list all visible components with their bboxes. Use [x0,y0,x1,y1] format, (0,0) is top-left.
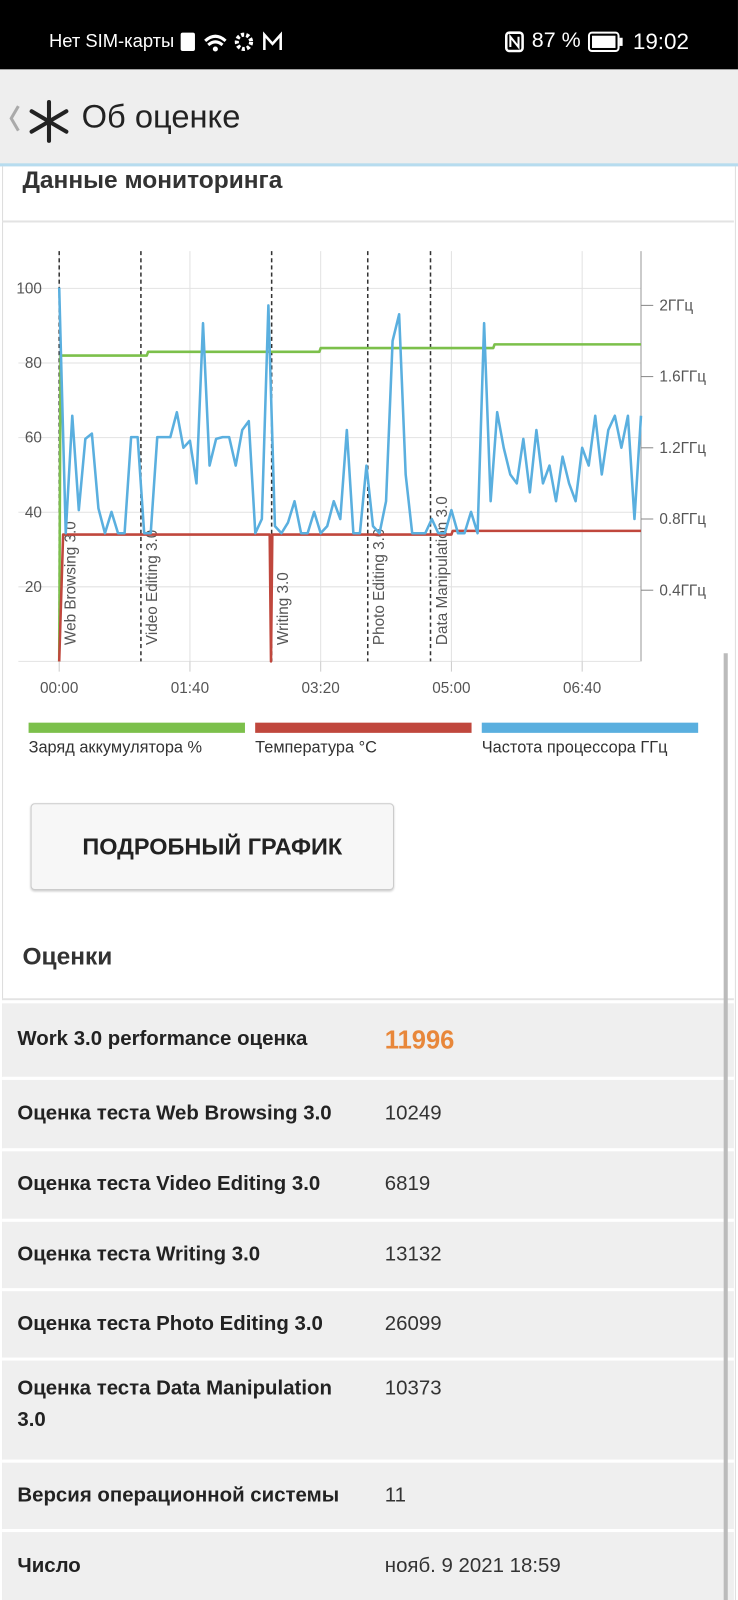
section-title: Оценки [22,943,113,971]
series-line [57,287,643,535]
score-row: Оценка теста Data Manipulation 3.0 10373 [2,1357,734,1460]
y2-tick-label: 0.4ГГц [659,582,706,599]
y2-tick-label: 1.2ГГц [659,440,706,457]
divider [2,998,734,1001]
battery-icon [587,31,623,53]
score-value: нояб. 9 2021 18:59 [384,1554,561,1577]
score-row: Оценка теста Web Browsing 3.0 10249 [2,1076,734,1149]
phase-label: Photo Editing 3.0 [371,529,388,646]
legend-item: Частота процессора ГГц [481,722,699,758]
score-value: 11996 [384,1025,455,1055]
app-header: Об оценке [0,69,738,167]
score-row: Work 3.0 performance оценка 11996 [2,1000,734,1077]
y-tick-label: 60 [25,430,42,447]
score-value: 13132 [384,1242,442,1266]
x-tick-label: 01:40 [171,680,209,697]
score-row: Оценка теста Photo Editing 3.0 26099 [2,1288,734,1358]
x-tick-label: 03:20 [302,680,340,697]
score-label: Оценка теста Photo Editing 3.0 [17,1312,323,1335]
legend-swatch [28,722,245,733]
legend-item: Температура °C [255,722,472,758]
section-title: Данные мониторинга [22,166,283,194]
series-line [57,343,641,662]
legend-label: Частота процессора ГГц [481,738,668,757]
legend-swatch [255,722,472,733]
legend-item: Заряд аккумулятора % [28,722,245,758]
score-row: Число нояб. 9 2021 18:59 [2,1529,734,1600]
detail-button[interactable]: ПОДРОБНЫЙ ГРАФИК [30,803,394,891]
y2-tick-label: 2ГГц [659,297,693,314]
status-icons [180,31,282,52]
legend-label: Температура °C [255,738,377,757]
x-tick-label: 00:00 [40,680,78,697]
score-label: Число [17,1554,81,1577]
score-value: 10373 [384,1376,442,1400]
y2-tick-label: 0.8ГГц [659,511,706,528]
status-bar: Нет SIM-карты 87 % 19:02 [0,0,738,70]
back-button[interactable] [6,100,73,145]
score-value: 26099 [384,1312,442,1335]
y-tick-label: 80 [25,355,42,372]
score-row: Версия операционной системы 11 [2,1459,734,1530]
y-tick-label: 20 [25,579,42,596]
y-tick-label: 100 [16,280,42,297]
score-label: Версия операционной системы [17,1483,340,1507]
y-tick-label: 40 [25,504,42,521]
legend-swatch [481,722,699,733]
results-card [2,166,736,1600]
score-label: Оценка теста Data Manipulation 3.0 [17,1376,332,1432]
legend-label: Заряд аккумулятора % [28,738,203,757]
score-row: Оценка теста Writing 3.0 13132 [2,1218,734,1289]
x-tick-label: 06:40 [563,680,601,697]
phase-label: Video Editing 3.0 [144,530,161,645]
phase-label: Web Browsing 3.0 [63,521,80,645]
carrier: Нет SIM-карты [48,30,175,52]
nfc-icon [504,31,524,53]
score-label: Оценка теста Writing 3.0 [17,1242,261,1266]
score-value: 10249 [384,1101,442,1125]
clock: 19:02 [632,28,690,55]
series-line [57,529,641,663]
divider [2,220,734,223]
score-row: Оценка теста Video Editing 3.0 6819 [2,1148,734,1219]
page-title: Об оценке [81,97,241,135]
score-label: Оценка теста Video Editing 3.0 [17,1172,321,1196]
score-value: 6819 [384,1172,431,1196]
score-label: Оценка теста Web Browsing 3.0 [17,1101,332,1125]
battery-level: 87 % [531,28,581,53]
y2-tick-label: 1.6ГГц [659,369,706,386]
score-label: Work 3.0 performance оценка [17,1027,308,1051]
scrollbar [723,653,728,1600]
chart: 00:00 01:40 03:20 05:00 06:40 20 40 60 80 100 0.4Г… [16,251,706,697]
x-tick-label: 05:00 [432,680,470,697]
phase-label: Writing 3.0 [275,572,292,645]
score-value: 11 [384,1483,406,1507]
